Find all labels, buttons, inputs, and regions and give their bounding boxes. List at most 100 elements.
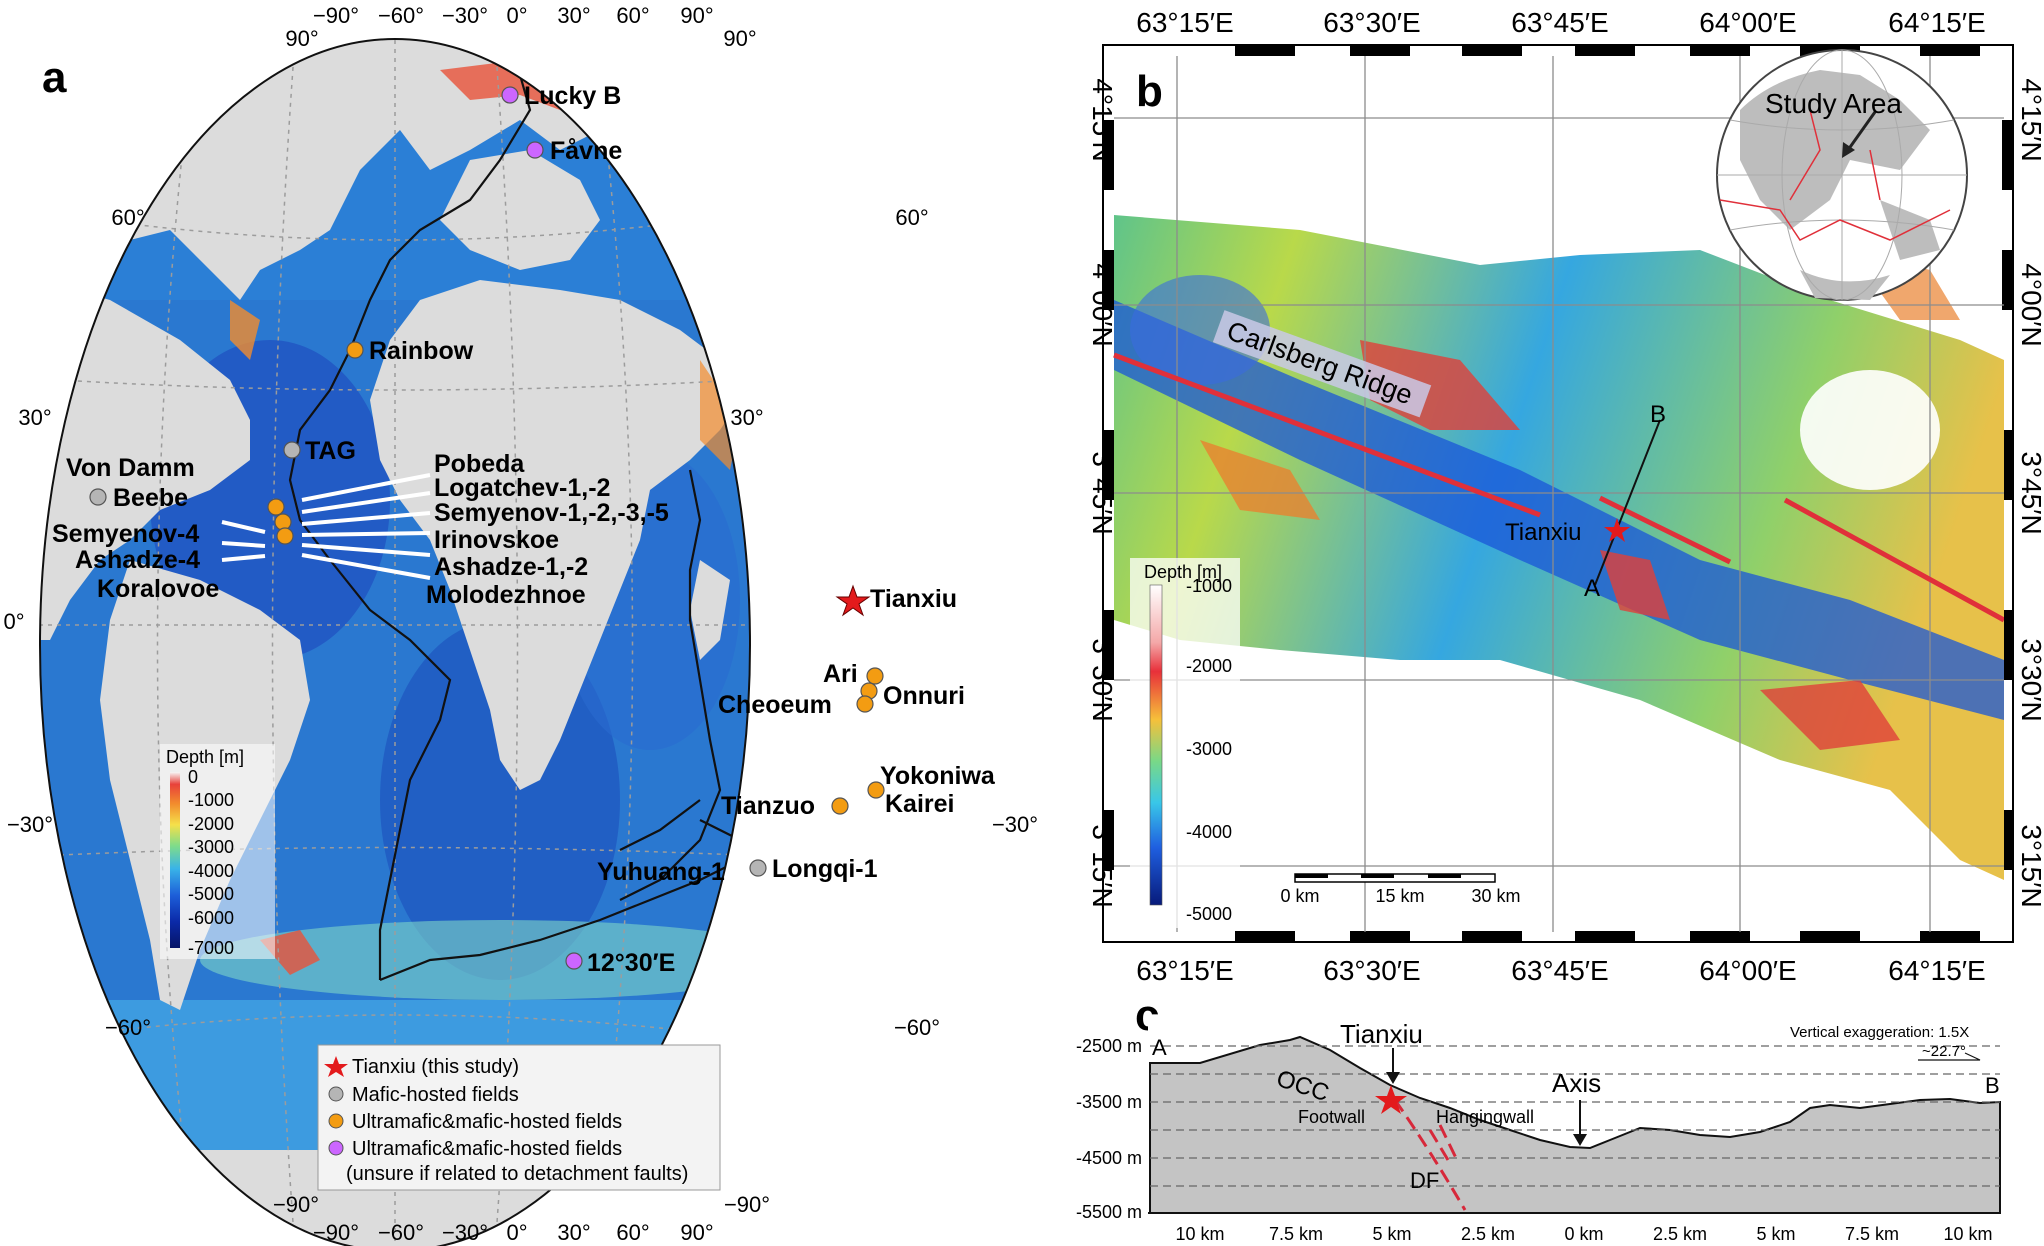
profile-line	[1594, 419, 1661, 586]
lat-tick: 0°	[3, 609, 24, 634]
profile-point-b: B	[1985, 1073, 2000, 1098]
lat-tick: 4°00′N	[2016, 263, 2044, 346]
tianxiu-star-icon	[1604, 518, 1630, 542]
marker-tianzuo	[831, 797, 849, 815]
panel-a-label: a	[42, 53, 67, 102]
lat-tick: 4°15′N	[1087, 78, 1118, 161]
label-cheoeum: Cheoeum	[718, 691, 832, 719]
profile-point-a: A	[1152, 1035, 1167, 1060]
x-tick: 5 km	[1372, 1224, 1411, 1244]
lon-tick: 0°	[506, 3, 527, 28]
panel-a-depth-legend: Depth [m] 0 -1000 -2000 -3000 -4000 -500…	[160, 744, 275, 959]
label-tianzuo: Tianzuo	[721, 792, 815, 820]
scale-label: 15 km	[1375, 886, 1424, 906]
label-irinovskoe: Irinovskoe	[434, 526, 559, 554]
marker-favne	[526, 141, 544, 159]
ridge-segments	[1113, 352, 2004, 623]
marker-yokoniwa	[867, 781, 885, 799]
marker-12-30-e	[565, 952, 583, 970]
marker-beebe	[89, 488, 107, 506]
lon-tick: 0°	[506, 1220, 527, 1245]
scale-label: 30 km	[1471, 886, 1520, 906]
panel-a-top-ticks: −90° −60° −30° 0° 30° 60° 90° 90° 90°	[285, 3, 756, 51]
lon-tick: 63°45′E	[1511, 7, 1608, 38]
x-tick: 5 km	[1756, 1224, 1795, 1244]
corner-tick: −90°	[724, 1192, 770, 1217]
lon-tick: −30°	[442, 1220, 488, 1245]
panel-a-field-labels: Lucky B Fåvne Rainbow TAG Von Damm Beebe…	[52, 82, 996, 977]
lon-tick: 64°00′E	[1699, 7, 1796, 38]
panel-c-y-ticks: -2500 m -3500 m -4500 m -5500 m	[1076, 1036, 1142, 1222]
label-12-30-e: 12°30′E	[587, 949, 675, 977]
label-kairei: Kairei	[885, 790, 954, 818]
label-semyenov-4: Semyenov-4	[52, 520, 199, 548]
lon-tick: 90°	[680, 1220, 713, 1245]
lon-tick: 64°00′E	[1699, 955, 1796, 986]
marker-pobeda	[267, 498, 285, 516]
point-a: A	[1584, 575, 1600, 602]
label-favne: Fåvne	[550, 137, 622, 165]
marker-lucky-b	[501, 86, 519, 104]
angle-label: ~22.7°	[1922, 1043, 1966, 1060]
label-yokoniwa: Yokoniwa	[880, 762, 996, 790]
label-ashadze-4: Ashadze-4	[75, 546, 200, 574]
lon-tick: −60°	[378, 3, 424, 28]
hangingwall-label: Hangingwall	[1436, 1107, 1534, 1127]
depth-tick: -3000	[1186, 739, 1232, 759]
depth-legend-title: Depth [m]	[166, 747, 244, 767]
lon-tick: 64°15′E	[1888, 955, 1985, 986]
label-molodezhnoe: Molodezhnoe	[426, 581, 586, 609]
label-semyenov: Semyenov-1,-2,-3,-5	[434, 499, 669, 527]
depth-tick: -7000	[188, 938, 234, 958]
lat-tick: 3°30′N	[1087, 638, 1118, 721]
lat-tick: 30°	[18, 405, 51, 430]
x-tick: 2.5 km	[1653, 1224, 1707, 1244]
lon-tick: 63°15′E	[1136, 955, 1233, 986]
lon-tick: −60°	[378, 1220, 424, 1245]
marker-semyenov	[276, 527, 294, 545]
y-tick: -3500 m	[1076, 1092, 1142, 1112]
panel-c-labels: Tianxiu Axis OCC Footwall Hangingwall DF…	[1152, 1019, 2000, 1193]
marker-longqi	[749, 859, 767, 877]
lat-tick: 3°30′N	[2016, 638, 2044, 721]
label-beebe: Beebe	[113, 484, 188, 512]
legend-unsure-icon	[328, 1140, 344, 1156]
depth-tick: -2000	[1186, 656, 1232, 676]
x-tick: 0 km	[1564, 1224, 1603, 1244]
study-area-label: Study Area	[1765, 88, 1902, 119]
depth-tick: -2000	[188, 814, 234, 834]
lon-tick: 64°15′E	[1888, 7, 1985, 38]
depth-tick: -5000	[1186, 904, 1232, 924]
lon-tick: 60°	[616, 1220, 649, 1245]
panel-b-label: b	[1136, 67, 1163, 116]
label-lucky-b: Lucky B	[524, 82, 621, 110]
lon-tick: 63°15′E	[1136, 7, 1233, 38]
label-tianxiu: Tianxiu	[870, 585, 957, 613]
lat-tick: 3°15′N	[2016, 824, 2044, 907]
x-tick: 7.5 km	[1269, 1224, 1323, 1244]
corner-tick: −90°	[273, 1192, 319, 1217]
label-pobeda: Pobeda	[434, 450, 525, 478]
lon-tick: 63°30′E	[1323, 7, 1420, 38]
lat-tick: 3°45′N	[1087, 451, 1118, 534]
lat-tick: 60°	[895, 205, 928, 230]
legend-item: Ultramafic&mafic-hosted fields	[352, 1138, 622, 1160]
lon-tick: 60°	[616, 3, 649, 28]
lat-tick: −30°	[7, 812, 53, 837]
panel-a-symbol-legend: Tianxiu (this study) Mafic-hosted fields…	[317, 1044, 721, 1191]
lat-tick: 60°	[111, 205, 144, 230]
lon-tick: 30°	[557, 1220, 590, 1245]
label-koralovoe: Koralovoe	[97, 575, 219, 603]
label-rainbow: Rainbow	[369, 337, 474, 365]
lon-tick: −30°	[442, 3, 488, 28]
lat-tick: 3°45′N	[2016, 451, 2044, 534]
scale-label: 0 km	[1280, 886, 1319, 906]
lat-tick: 4°15′N	[2016, 78, 2044, 161]
label-longqi: Longqi-1	[772, 855, 878, 883]
lat-tick: 30°	[730, 405, 763, 430]
depth-tick: 0	[188, 767, 198, 787]
panel-a-fields	[89, 86, 885, 970]
marker-logatchev	[274, 513, 292, 531]
lon-tick: 30°	[557, 3, 590, 28]
